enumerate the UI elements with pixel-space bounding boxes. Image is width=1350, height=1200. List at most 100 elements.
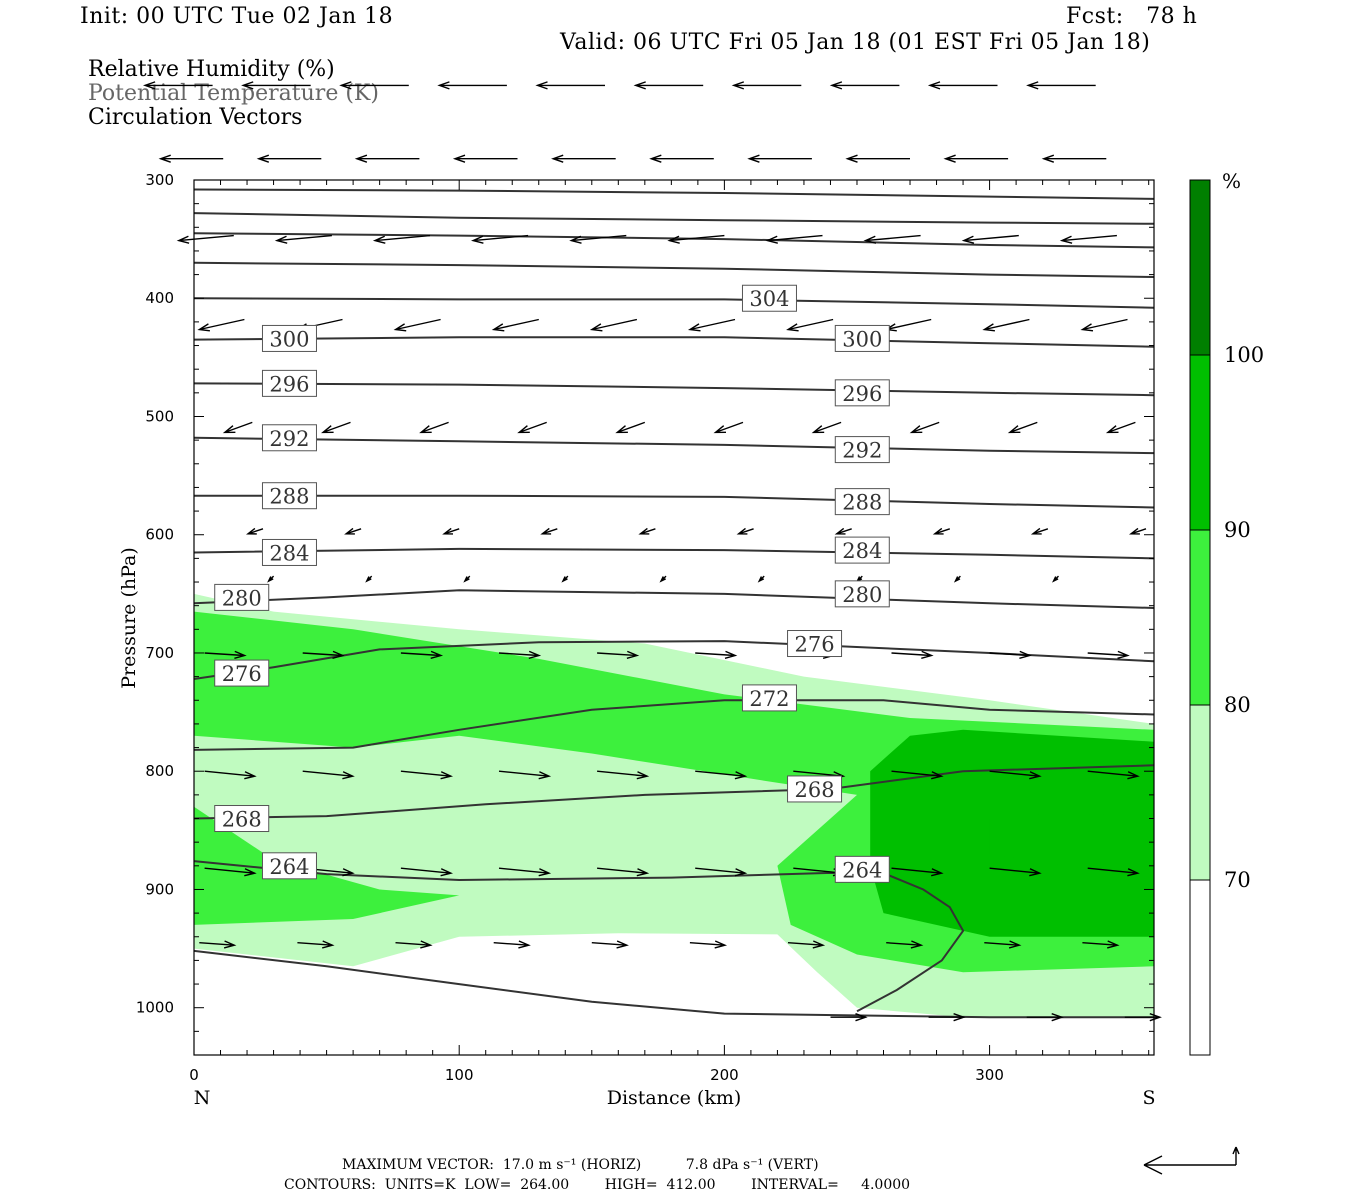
vector-arrow-0-7 — [829, 81, 900, 90]
vector-arrow-8-5 — [695, 770, 748, 780]
vector-arrow-6-7 — [953, 575, 961, 583]
colorbar-segment-2 — [1190, 530, 1210, 705]
contour-label-280-0: 280 — [222, 586, 262, 610]
theta-contour-264 — [193, 860, 965, 1013]
vector-arrow-8-2 — [400, 770, 454, 780]
vector-arrow-7-5 — [695, 650, 738, 659]
vector-arrow-2-7 — [863, 234, 921, 244]
theta-contour-296 — [193, 382, 1155, 397]
vector-arrow-1-8 — [943, 154, 1009, 163]
vector-arrow-11-0 — [830, 1013, 868, 1022]
contour-label-296-0: 296 — [269, 372, 309, 396]
contour-label-box-268-1 — [214, 805, 270, 833]
contour-label-288-1: 288 — [842, 491, 882, 515]
contour-label-box-264-0 — [261, 852, 317, 880]
vector-arrow-5-3 — [540, 527, 558, 535]
contour-label-box-296-0 — [261, 369, 317, 397]
vector-arrow-5-4 — [638, 527, 656, 535]
vector-arrow-4-4 — [615, 421, 646, 434]
theta-contour-272 — [193, 699, 1155, 751]
vector-arrow-0-2 — [339, 81, 409, 90]
theta-contour-300 — [193, 336, 1155, 348]
vector-arrow-6-1 — [365, 575, 373, 583]
y-tick-label-400: 400 — [145, 289, 174, 307]
contour-label-292-0: 292 — [269, 427, 309, 451]
vector-arrow-8-4 — [597, 770, 650, 780]
vector-arrow-5-8 — [1030, 527, 1049, 535]
contour-label-264-0: 264 — [269, 855, 309, 879]
rh-region-90-4 — [989, 812, 1154, 866]
y-tick-label-700: 700 — [145, 644, 174, 662]
theta-contour-284 — [193, 547, 1155, 560]
vector-arrow-10-5 — [689, 940, 728, 949]
vector-arrow-0-4 — [535, 81, 605, 90]
vector-arrow-9-9 — [1087, 867, 1140, 877]
x-tick-label-300: 300 — [975, 1066, 1004, 1084]
vector-arrow-3-4 — [589, 318, 638, 332]
footer-contours-info: CONTOURS: UNITS=K LOW= 264.00 HIGH= 412.… — [284, 1177, 911, 1193]
vector-arrow-0-3 — [437, 81, 507, 90]
y-tick-label-600: 600 — [145, 526, 174, 544]
vector-arrow-0-1 — [241, 81, 311, 90]
theta-contour-2 — [193, 232, 1155, 249]
vector-arrow-10-8 — [984, 940, 1022, 949]
colorbar-segment-0 — [1190, 880, 1210, 1055]
vector-arrow-9-0 — [204, 867, 257, 877]
vector-arrow-7-2 — [400, 650, 444, 659]
vector-arrow-11-2 — [1026, 1013, 1064, 1022]
vector-arrow-6-6 — [855, 575, 863, 583]
colorbar-label-100: 100 — [1224, 343, 1264, 367]
contour-label-box-288-1 — [834, 488, 890, 516]
theta-contour-292 — [193, 436, 1155, 455]
y-axis-title: Pressure (hPa) — [118, 547, 140, 689]
legend-relative-humidity: Relative Humidity (%) — [88, 57, 335, 82]
vector-arrow-3-9 — [1080, 318, 1128, 332]
vector-arrow-8-9 — [1087, 770, 1140, 780]
vector-arrow-5-5 — [736, 527, 754, 535]
vector-arrow-9-4 — [597, 867, 650, 877]
contour-label-300-1: 300 — [842, 327, 882, 351]
vector-arrow-8-8 — [989, 770, 1042, 780]
vector-arrow-5-7 — [932, 527, 951, 535]
vector-arrow-10-0 — [199, 940, 237, 949]
contour-label-304-0: 304 — [749, 287, 789, 311]
theta-contour-0 — [193, 188, 1155, 200]
vector-arrow-2-2 — [372, 234, 431, 244]
vector-arrow-4-6 — [811, 421, 842, 434]
contour-label-box-288-0 — [261, 482, 317, 510]
colorbar-segment-3 — [1190, 355, 1210, 530]
vector-arrow-6-8 — [1052, 575, 1059, 583]
vector-arrow-2-1 — [274, 234, 332, 244]
contour-label-292-1: 292 — [842, 439, 882, 463]
colorbar-frame — [1189, 179, 1211, 1056]
vector-arrow-1-9 — [1041, 154, 1107, 163]
contour-label-box-304-0 — [741, 284, 797, 312]
vector-arrow-10-2 — [395, 940, 433, 949]
vector-arrow-6-5 — [757, 575, 765, 583]
theta-contour-288 — [194, 494, 1155, 509]
contour-label-box-300-1 — [834, 324, 890, 352]
vector-arrow-3-7 — [884, 318, 932, 332]
contour-label-box-268-0 — [787, 775, 843, 803]
vector-arrow-7-4 — [597, 650, 640, 659]
vector-arrow-9-5 — [695, 867, 748, 877]
y-tick-label-900: 900 — [145, 880, 174, 898]
theta-contour-3 — [193, 261, 1155, 278]
reference-vector-icon — [1143, 1146, 1240, 1175]
contour-label-box-292-1 — [834, 436, 890, 464]
vector-arrow-3-8 — [982, 318, 1030, 332]
vector-arrow-1-3 — [452, 154, 518, 163]
contour-label-268-1: 268 — [222, 808, 262, 832]
vector-arrow-9-3 — [498, 867, 552, 877]
vector-arrow-5-6 — [834, 527, 852, 535]
vector-arrow-0-0 — [142, 81, 213, 90]
vector-arrow-10-3 — [493, 940, 531, 949]
vector-arrow-7-7 — [891, 650, 934, 659]
vector-arrow-2-5 — [667, 234, 725, 244]
colorbar-label-80: 80 — [1224, 693, 1251, 717]
vector-arrow-1-1 — [256, 154, 322, 163]
vector-arrow-0-8 — [927, 81, 998, 90]
vector-arrow-1-7 — [845, 154, 910, 163]
x-end-label-south: S — [1142, 1087, 1155, 1109]
contour-label-272-0: 272 — [749, 687, 789, 711]
